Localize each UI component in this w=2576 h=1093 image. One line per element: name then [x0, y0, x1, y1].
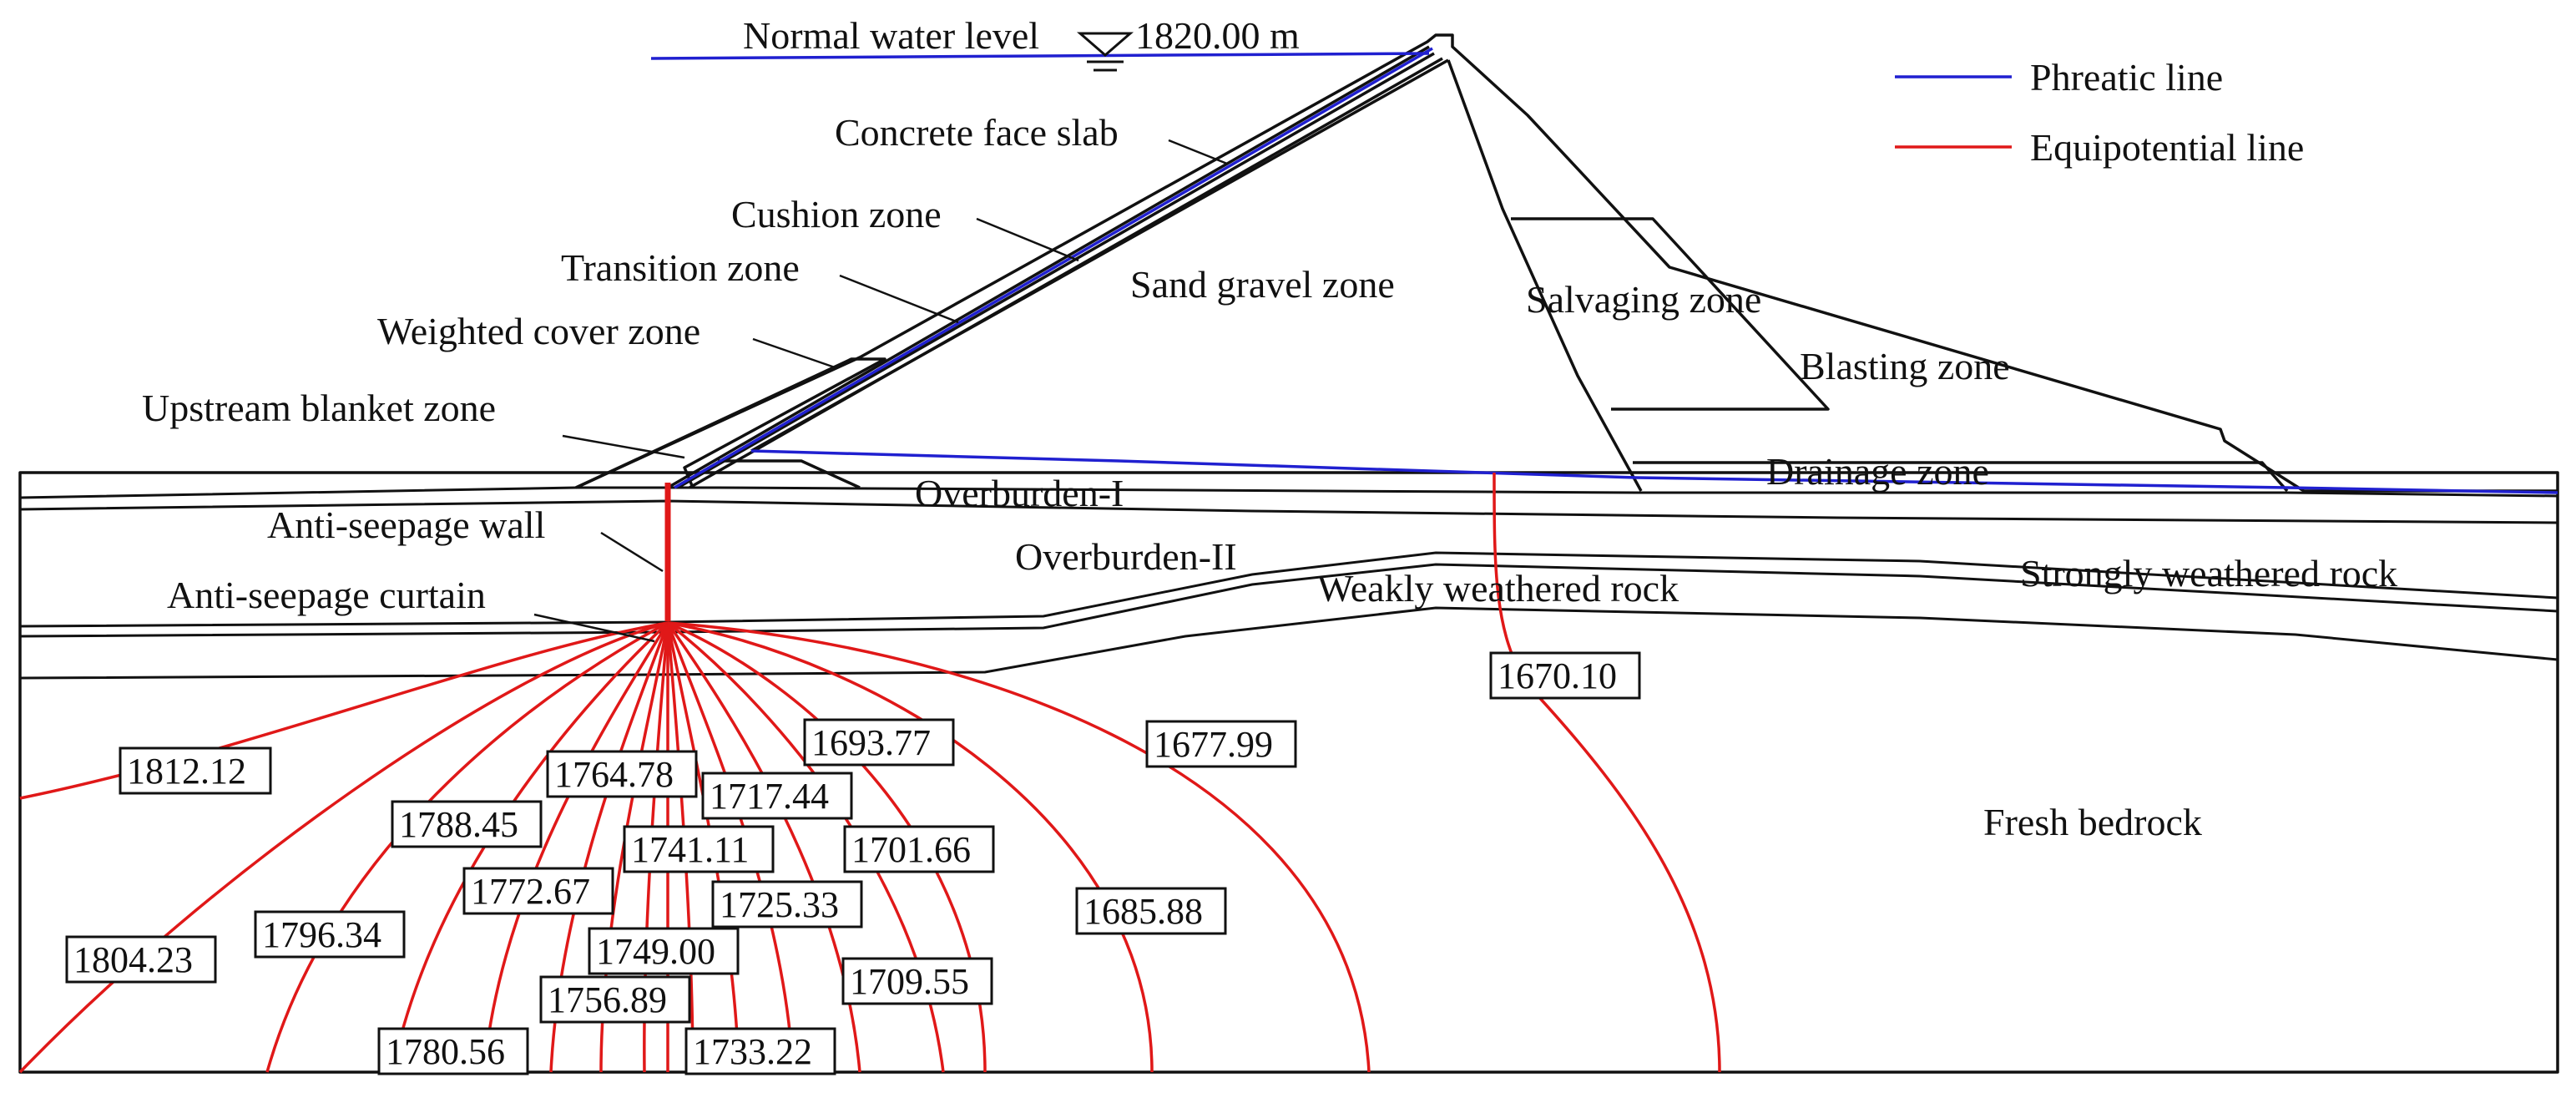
value-1685-88: 1685.88	[1075, 887, 1227, 935]
equi-line	[667, 621, 1371, 1073]
svg-text:1772.67: 1772.67	[471, 871, 590, 912]
value-1717-44: 1717.44	[701, 772, 853, 820]
svg-text:1764.78: 1764.78	[554, 754, 674, 795]
equi-line	[265, 621, 669, 1073]
value-1788-45: 1788.45	[391, 800, 543, 848]
value-1764-78: 1764.78	[546, 750, 698, 798]
svg-text:1780.56: 1780.56	[386, 1031, 505, 1072]
legend-phreatic-label: Phreatic line	[2030, 56, 2223, 99]
label-fresh-bedrock: Fresh bedrock	[1983, 801, 2202, 843]
value-1741-11: 1741.11	[623, 825, 775, 873]
label-concrete-face-slab: Concrete face slab	[835, 111, 1119, 154]
label-transition-zone: Transition zone	[561, 246, 800, 289]
value-1756-89: 1756.89	[539, 975, 691, 1024]
label-weighted-cover-zone: Weighted cover zone	[377, 310, 700, 352]
label-strongly-weathered-rock: Strongly weathered rock	[2020, 552, 2397, 595]
svg-text:1804.23: 1804.23	[73, 939, 193, 980]
phreatic-line-slab	[674, 47, 1433, 489]
label-sand-gravel-zone: Sand gravel zone	[1130, 263, 1395, 306]
legend: Phreatic line Equipotential line	[1895, 56, 2304, 169]
equi-line	[1493, 472, 1721, 1073]
water-level-label: Normal water level	[743, 14, 1039, 57]
label-anti-seepage-curtain: Anti-seepage curtain	[167, 574, 486, 616]
value-1804-23: 1804.23	[65, 935, 217, 984]
foundation-frame	[18, 471, 2559, 1074]
value-1725-33: 1725.33	[711, 880, 863, 929]
svg-text:1796.34: 1796.34	[262, 914, 381, 955]
svg-text:1693.77: 1693.77	[811, 722, 931, 763]
label-overburden-i: Overburden-I	[915, 472, 1124, 514]
dam-body	[575, 33, 2558, 493]
value-1733-22: 1733.22	[684, 1027, 836, 1075]
label-cushion-zone: Cushion zone	[731, 193, 942, 235]
value-1772-67: 1772.67	[462, 867, 614, 915]
label-blasting-zone: Blasting zone	[1800, 345, 2010, 387]
zone-labels: Concrete face slab Cushion zone Transiti…	[142, 111, 2397, 843]
equi-line	[667, 621, 1154, 1073]
svg-text:1788.45: 1788.45	[399, 804, 518, 845]
label-overburden-ii: Overburden-II	[1015, 535, 1237, 578]
svg-text:1741.11: 1741.11	[631, 829, 749, 870]
phreatic-line-upstream	[650, 52, 1430, 60]
value-1780-56: 1780.56	[377, 1027, 529, 1075]
label-drainage-zone: Drainage zone	[1766, 450, 1989, 493]
value-1796-34: 1796.34	[254, 910, 406, 959]
value-1693-77: 1693.77	[803, 718, 955, 767]
value-1701-66: 1701.66	[843, 825, 995, 873]
svg-text:1677.99: 1677.99	[1154, 724, 1273, 765]
svg-text:1685.88: 1685.88	[1083, 891, 1203, 932]
water-level-value: 1820.00 m	[1135, 14, 1300, 57]
value-1749-00: 1749.00	[588, 927, 740, 975]
label-anti-seepage-wall: Anti-seepage wall	[267, 503, 545, 546]
svg-text:1749.00: 1749.00	[596, 931, 715, 972]
water-level-marker	[1076, 32, 1134, 72]
label-upstream-blanket-zone: Upstream blanket zone	[142, 387, 496, 429]
value-1677-99: 1677.99	[1145, 720, 1297, 768]
equi-line	[482, 622, 669, 1073]
svg-text:1733.22: 1733.22	[693, 1031, 812, 1072]
svg-text:1756.89: 1756.89	[548, 979, 667, 1020]
svg-text:1709.55: 1709.55	[850, 961, 969, 1002]
equipotential-value-labels: 1812.12 1804.23 1796.34 1788.45 1780.56 …	[65, 651, 1641, 1075]
equi-line	[18, 621, 669, 1074]
value-1709-55: 1709.55	[841, 957, 993, 1005]
svg-text:1725.33: 1725.33	[720, 884, 839, 925]
svg-text:1701.66: 1701.66	[851, 829, 971, 870]
label-salvaging-zone: Salvaging zone	[1526, 278, 1761, 321]
value-1670-10: 1670.10	[1489, 651, 1641, 700]
phreatic-line-seepage	[750, 449, 2558, 494]
svg-text:1670.10: 1670.10	[1498, 655, 1617, 696]
label-weakly-weathered-rock: Weakly weathered rock	[1317, 567, 1679, 610]
legend-equipotential-label: Equipotential line	[2030, 126, 2304, 169]
svg-text:1717.44: 1717.44	[710, 776, 829, 817]
value-1812-12: 1812.12	[119, 746, 272, 795]
svg-text:1812.12: 1812.12	[127, 751, 246, 792]
